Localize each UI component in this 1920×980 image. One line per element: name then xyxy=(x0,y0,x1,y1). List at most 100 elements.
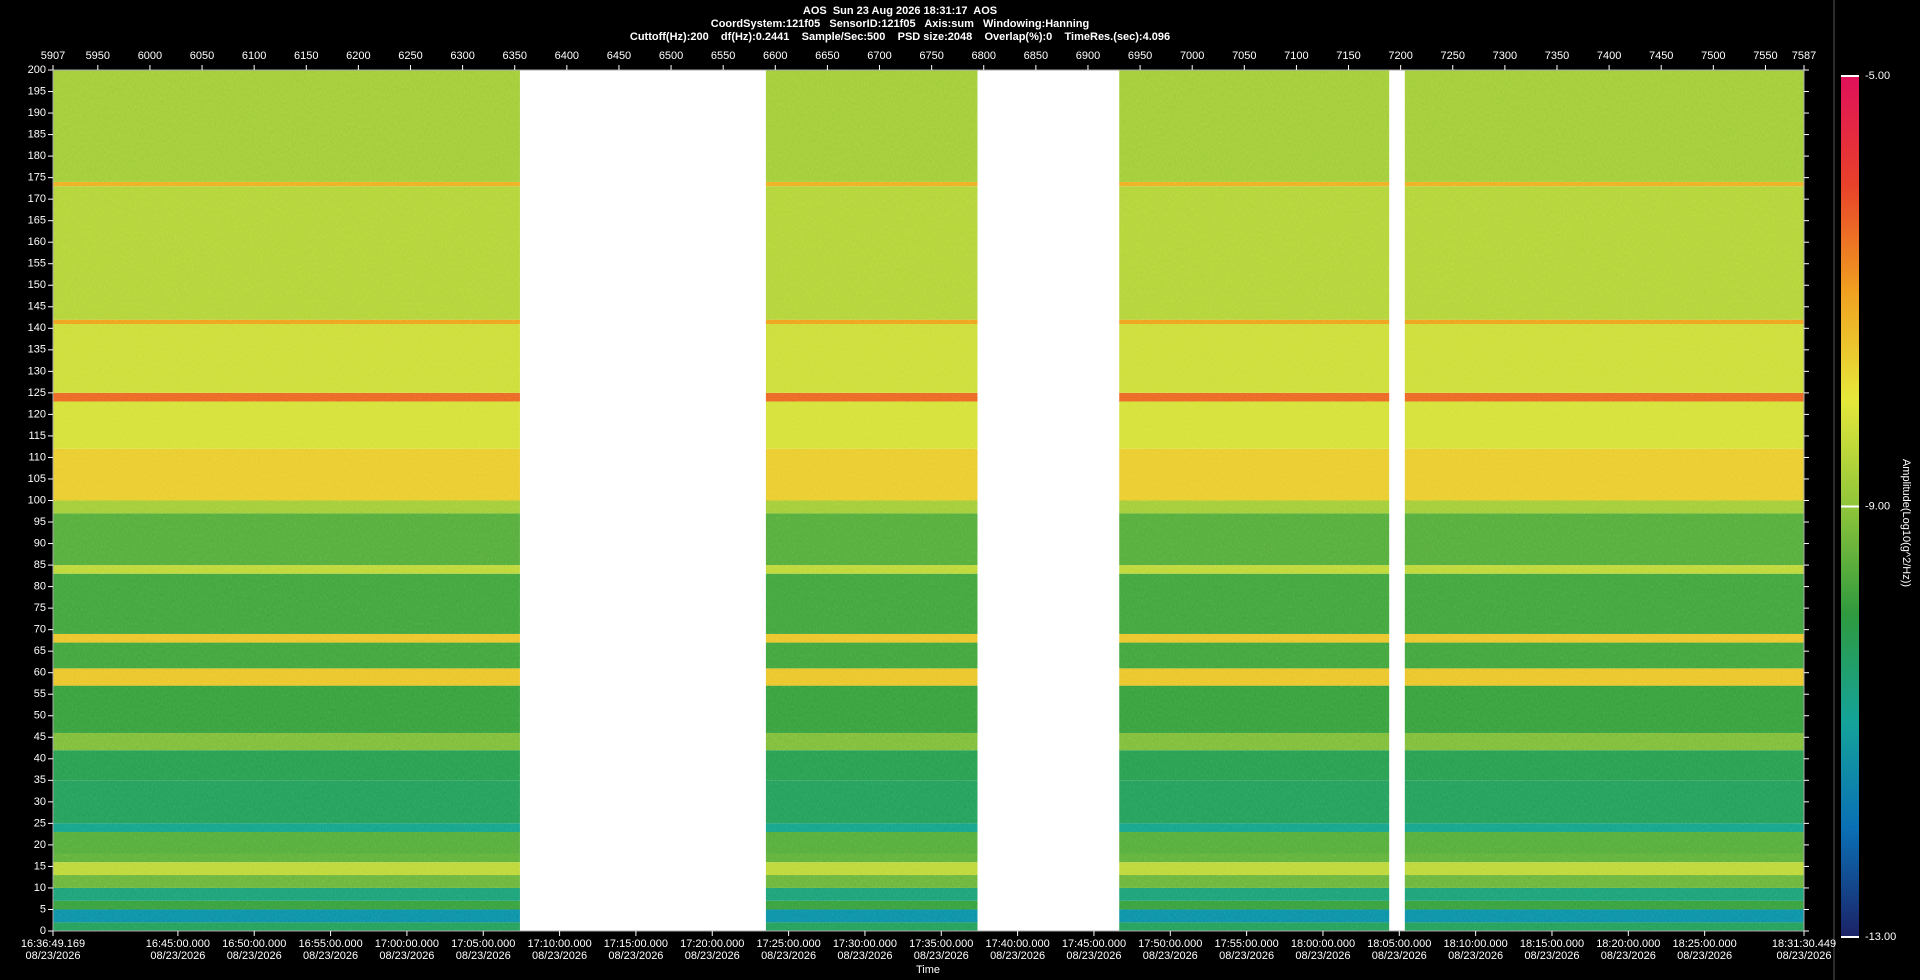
y-tick-label: 170 xyxy=(28,193,46,205)
x2-tick-label: 6150 xyxy=(294,50,318,62)
x-tick-label: 16:45:00.000 xyxy=(146,938,210,950)
x-tick-label: 17:00:00.000 xyxy=(375,938,439,950)
y-tick-label: 135 xyxy=(28,344,46,356)
y-tick-label: 55 xyxy=(34,688,46,700)
x2-tick-label: 6250 xyxy=(398,50,422,62)
y-tick-label: 60 xyxy=(34,667,46,679)
x-tick-date: 08/23/2026 xyxy=(990,950,1045,962)
x2-tick-label: 6100 xyxy=(242,50,266,62)
y-tick-label: 200 xyxy=(28,64,46,76)
x2-tick-label: 6900 xyxy=(1076,50,1100,62)
y-tick-label: 40 xyxy=(34,753,46,765)
x-tick-label: 17:55:00.000 xyxy=(1215,938,1279,950)
x2-tick-label: 6950 xyxy=(1128,50,1152,62)
x-tick-date: 08/23/2026 xyxy=(227,950,282,962)
x-tick-label: 18:20:00.000 xyxy=(1596,938,1660,950)
x2-tick-label: 6050 xyxy=(190,50,214,62)
x-tick-date: 08/23/2026 xyxy=(379,950,434,962)
y-tick-label: 195 xyxy=(28,85,46,97)
x-tick-date: 08/23/2026 xyxy=(837,950,892,962)
x2-tick-label: 7550 xyxy=(1753,50,1777,62)
x2-tick-label: 7150 xyxy=(1336,50,1360,62)
x2-tick-label: 6800 xyxy=(971,50,995,62)
x2-tick-label: 6600 xyxy=(763,50,787,62)
x-tick-date: 08/23/2026 xyxy=(1219,950,1274,962)
x2-tick-label: 6000 xyxy=(138,50,162,62)
x2-tick-label: 5950 xyxy=(86,50,110,62)
colorbar-tick-label: -9.00 xyxy=(1865,500,1890,512)
x-axis-title: Time xyxy=(916,964,940,976)
y-tick-label: 105 xyxy=(28,473,46,485)
y-tick-label: 20 xyxy=(34,839,46,851)
x-tick-date: 08/23/2026 xyxy=(1601,950,1656,962)
y-tick-label: 30 xyxy=(34,796,46,808)
x-tick-label: 18:31:30.449 xyxy=(1772,938,1836,950)
x2-tick-label: 7350 xyxy=(1545,50,1569,62)
x-tick-date: 08/23/2026 xyxy=(456,950,511,962)
x2-tick-label: 7100 xyxy=(1284,50,1308,62)
y-tick-label: 80 xyxy=(34,581,46,593)
y-tick-label: 95 xyxy=(34,516,46,528)
y-tick-label: 145 xyxy=(28,301,46,313)
y-tick-label: 0 xyxy=(40,925,46,937)
x2-tick-label: 7250 xyxy=(1441,50,1465,62)
x-tick-label: 17:40:00.000 xyxy=(985,938,1049,950)
y-tick-label: 10 xyxy=(34,882,46,894)
x-tick-date: 08/23/2026 xyxy=(914,950,969,962)
x2-tick-label: 6500 xyxy=(659,50,683,62)
x-tick-label: 17:30:00.000 xyxy=(833,938,897,950)
x-tick-label: 17:35:00.000 xyxy=(909,938,973,950)
y-tick-label: 85 xyxy=(34,559,46,571)
y-tick-label: 15 xyxy=(34,860,46,872)
x-tick-date: 08/23/2026 xyxy=(761,950,816,962)
x2-tick-label: 6350 xyxy=(502,50,526,62)
x-tick-label: 18:10:00.000 xyxy=(1444,938,1508,950)
y-tick-label: 185 xyxy=(28,128,46,140)
x2-tick-label: 7400 xyxy=(1597,50,1621,62)
x2-tick-label: 6300 xyxy=(450,50,474,62)
texture xyxy=(53,70,1804,931)
y-tick-label: 50 xyxy=(34,710,46,722)
x-tick-label: 18:05:00.000 xyxy=(1367,938,1431,950)
y-tick-label: 115 xyxy=(28,430,46,442)
y-tick-label: 150 xyxy=(28,279,46,291)
y-tick-label: 130 xyxy=(28,365,46,377)
x-tick-label: 16:50:00.000 xyxy=(222,938,286,950)
x-tick-label: 17:10:00.000 xyxy=(527,938,591,950)
x2-tick-label: 7200 xyxy=(1388,50,1412,62)
y-tick-label: 160 xyxy=(28,236,46,248)
x-tick-label: 17:15:00.000 xyxy=(604,938,668,950)
x-tick-date: 08/23/2026 xyxy=(532,950,587,962)
x2-tick-label: 6200 xyxy=(346,50,370,62)
y-tick-label: 100 xyxy=(28,494,46,506)
chart-title: AOS Sun 23 Aug 2026 18:31:17 AOS xyxy=(803,5,997,17)
x-tick-label: 17:25:00.000 xyxy=(756,938,820,950)
x2-tick-label: 7050 xyxy=(1232,50,1256,62)
y-tick-label: 90 xyxy=(34,537,46,549)
x2-tick-label: 7500 xyxy=(1701,50,1725,62)
y-tick-label: 125 xyxy=(28,387,46,399)
x2-tick-label: 6700 xyxy=(867,50,891,62)
y-tick-label: 190 xyxy=(28,107,46,119)
colorbar-tick-label: -13.00 xyxy=(1865,931,1896,943)
y-tick-label: 5 xyxy=(40,903,46,915)
x-tick-date: 08/23/2026 xyxy=(1524,950,1579,962)
x-tick-label: 17:20:00.000 xyxy=(680,938,744,950)
x2-tick-label: 6550 xyxy=(711,50,735,62)
y-tick-label: 180 xyxy=(28,150,46,162)
x-tick-date: 08/23/2026 xyxy=(1372,950,1427,962)
x2-tick-label: 6750 xyxy=(919,50,943,62)
x-tick-label: 16:36:49.169 xyxy=(21,938,85,950)
y-tick-label: 120 xyxy=(28,408,46,420)
x-tick-label: 18:15:00.000 xyxy=(1520,938,1584,950)
y-tick-label: 175 xyxy=(28,172,46,184)
y-tick-label: 140 xyxy=(28,322,46,334)
chart-subtitle: Cuttoff(Hz):200 df(Hz):0.2441 Sample/Sec… xyxy=(630,31,1170,43)
y-tick-label: 70 xyxy=(34,624,46,636)
plot-area xyxy=(53,70,1804,931)
x2-tick-label: 6650 xyxy=(815,50,839,62)
chart-subtitle: CoordSystem:121f05 SensorID:121f05 Axis:… xyxy=(711,18,1089,30)
x-tick-label: 18:00:00.000 xyxy=(1291,938,1355,950)
